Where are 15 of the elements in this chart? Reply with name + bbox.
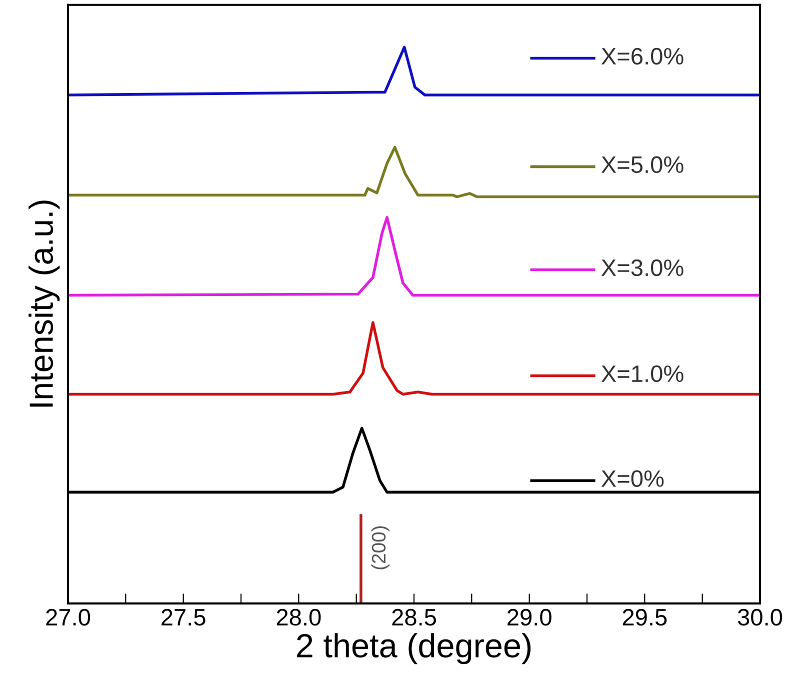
annotation: (200) [371, 526, 390, 570]
x-tick-label: 28.0 [276, 608, 321, 626]
x-axis-title: 2 theta (degree) [297, 633, 531, 664]
y-axis-title: Intensity (a.u.) [28, 200, 60, 407]
x-tick-label: 27.5 [162, 608, 206, 626]
legend-label: X=3.0% [601, 259, 684, 276]
x-tick-label: 30.0 [738, 608, 782, 626]
x-tick-label: 27.0 [46, 608, 90, 626]
legend-label: X=5.0% [601, 156, 684, 174]
legend-label: X=0% [601, 470, 664, 487]
x-tick-label: 28.5 [392, 608, 436, 626]
legend-label: X=6.0% [601, 48, 684, 65]
x-tick-label: 29.5 [622, 608, 667, 626]
legend-label: X=1.0% [601, 365, 684, 382]
x-tick-label: 29.0 [508, 608, 552, 626]
